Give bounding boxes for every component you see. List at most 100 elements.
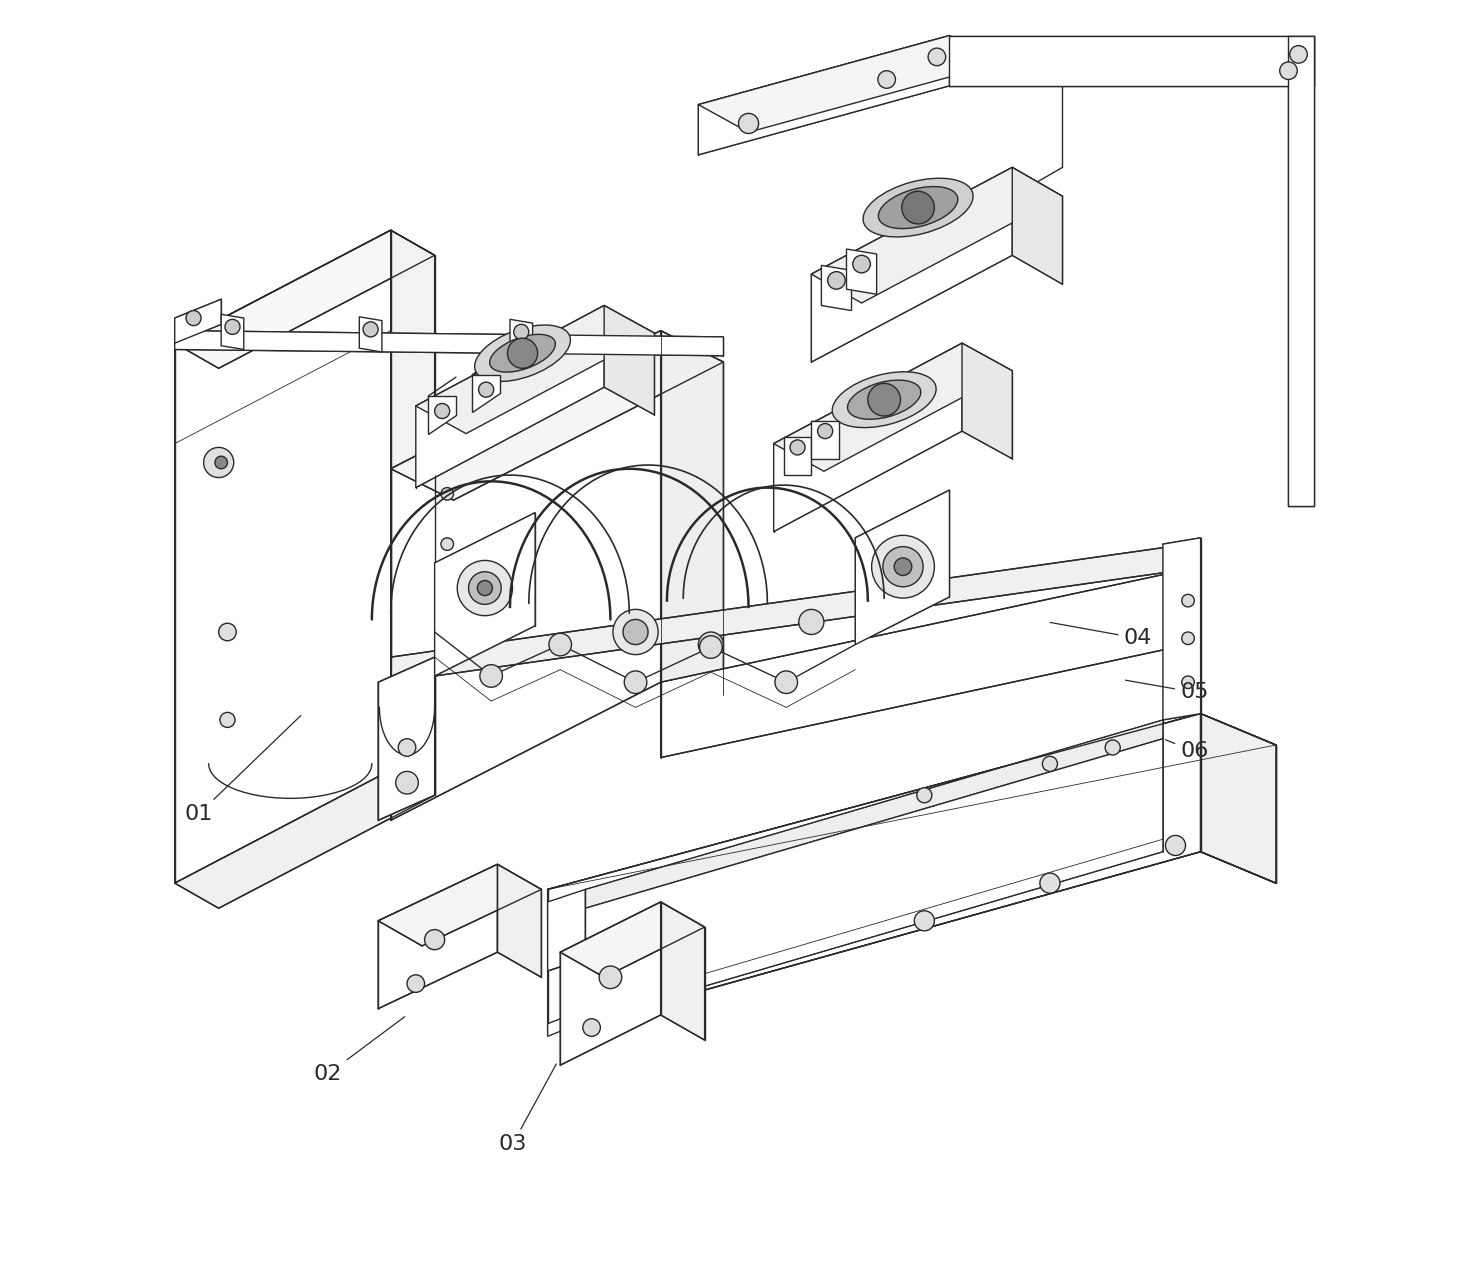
Circle shape: [508, 339, 537, 368]
Polygon shape: [390, 331, 661, 820]
Ellipse shape: [879, 187, 958, 229]
Circle shape: [1182, 594, 1194, 607]
Polygon shape: [390, 331, 723, 501]
Polygon shape: [561, 902, 705, 977]
Polygon shape: [774, 344, 1013, 471]
Circle shape: [549, 633, 571, 656]
Polygon shape: [498, 865, 542, 977]
Polygon shape: [175, 230, 434, 368]
Ellipse shape: [832, 372, 936, 427]
Polygon shape: [846, 249, 877, 295]
Polygon shape: [548, 890, 586, 971]
Polygon shape: [811, 167, 1013, 362]
Polygon shape: [175, 770, 434, 909]
Ellipse shape: [474, 325, 571, 382]
Polygon shape: [548, 1009, 586, 1036]
Polygon shape: [1201, 714, 1276, 884]
Circle shape: [434, 403, 450, 418]
Polygon shape: [221, 315, 244, 349]
Polygon shape: [774, 344, 963, 532]
Circle shape: [623, 619, 648, 645]
Circle shape: [790, 440, 805, 455]
Polygon shape: [1013, 167, 1063, 284]
Polygon shape: [175, 300, 221, 344]
Text: 01: 01: [184, 715, 300, 824]
Polygon shape: [1288, 35, 1313, 507]
Ellipse shape: [863, 178, 973, 236]
Circle shape: [480, 665, 502, 688]
Circle shape: [364, 322, 378, 337]
Polygon shape: [548, 714, 1276, 920]
Polygon shape: [561, 902, 661, 1066]
Circle shape: [894, 557, 911, 575]
Circle shape: [902, 191, 935, 224]
Circle shape: [1166, 836, 1185, 856]
Circle shape: [929, 48, 945, 66]
Polygon shape: [586, 720, 1163, 909]
Polygon shape: [698, 35, 999, 133]
Circle shape: [219, 623, 236, 641]
Polygon shape: [378, 865, 498, 1009]
Circle shape: [219, 713, 236, 727]
Circle shape: [599, 966, 621, 988]
Polygon shape: [821, 265, 851, 311]
Polygon shape: [378, 865, 542, 945]
Circle shape: [442, 588, 453, 600]
Text: 03: 03: [499, 1064, 556, 1154]
Circle shape: [514, 325, 528, 340]
Text: 02: 02: [314, 1016, 405, 1085]
Circle shape: [185, 311, 202, 326]
Circle shape: [225, 320, 240, 335]
Circle shape: [1289, 46, 1307, 63]
Circle shape: [871, 536, 935, 598]
Polygon shape: [698, 35, 949, 155]
Circle shape: [699, 636, 723, 659]
Circle shape: [914, 911, 935, 930]
Circle shape: [774, 671, 798, 694]
Polygon shape: [963, 344, 1013, 459]
Polygon shape: [661, 569, 1188, 757]
Polygon shape: [949, 35, 1313, 86]
Circle shape: [399, 738, 415, 756]
Circle shape: [458, 560, 512, 616]
Circle shape: [215, 456, 228, 469]
Circle shape: [817, 423, 833, 439]
Polygon shape: [604, 306, 655, 415]
Circle shape: [1105, 739, 1120, 755]
Text: 05: 05: [1126, 680, 1209, 703]
Circle shape: [408, 975, 424, 992]
Circle shape: [583, 1019, 601, 1036]
Circle shape: [1182, 632, 1194, 645]
Polygon shape: [390, 230, 434, 795]
Polygon shape: [661, 902, 705, 1040]
Polygon shape: [390, 544, 1188, 683]
Circle shape: [203, 447, 234, 478]
Polygon shape: [415, 306, 655, 434]
Circle shape: [739, 114, 758, 134]
Polygon shape: [509, 320, 533, 354]
Text: 04: 04: [1050, 622, 1153, 648]
Circle shape: [698, 632, 723, 657]
Circle shape: [442, 537, 453, 550]
Circle shape: [917, 787, 932, 803]
Circle shape: [396, 771, 418, 794]
Circle shape: [1182, 676, 1194, 689]
Circle shape: [424, 929, 445, 949]
Circle shape: [478, 382, 493, 397]
Polygon shape: [473, 374, 500, 412]
Polygon shape: [548, 714, 1276, 920]
Circle shape: [827, 272, 845, 289]
Polygon shape: [783, 437, 811, 475]
Polygon shape: [586, 738, 1163, 1021]
Circle shape: [868, 383, 901, 416]
Circle shape: [1042, 756, 1057, 771]
Polygon shape: [175, 331, 723, 355]
Ellipse shape: [848, 380, 921, 420]
Polygon shape: [811, 421, 839, 459]
Circle shape: [799, 609, 824, 635]
Polygon shape: [661, 331, 723, 714]
Polygon shape: [548, 714, 1201, 1034]
Circle shape: [883, 546, 923, 586]
Polygon shape: [434, 513, 536, 676]
Polygon shape: [1163, 537, 1201, 720]
